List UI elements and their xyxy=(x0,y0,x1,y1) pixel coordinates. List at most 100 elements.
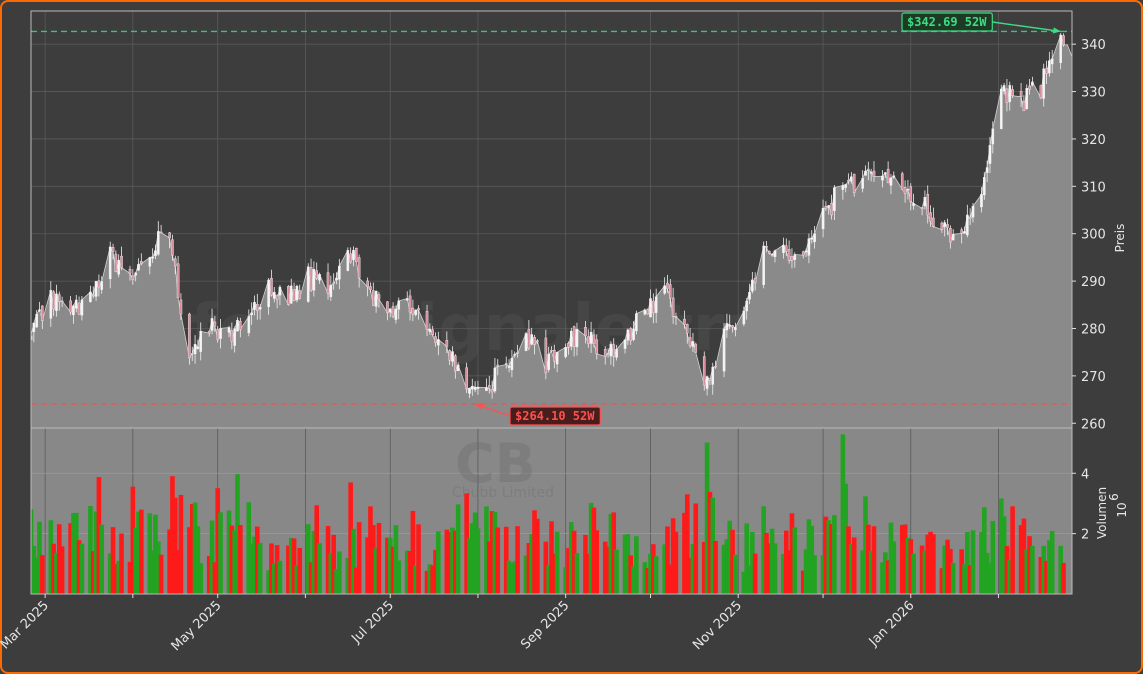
volume-bar xyxy=(684,494,690,594)
candle-body xyxy=(332,282,335,284)
volume-bar xyxy=(571,530,577,594)
volume-bar xyxy=(365,537,370,594)
candle-body xyxy=(940,222,944,230)
volume-bar xyxy=(158,554,164,594)
candle-body xyxy=(564,347,567,358)
volume-bar xyxy=(1018,525,1024,594)
candle-body xyxy=(787,249,791,261)
volume-bar xyxy=(356,522,362,594)
volume-bar xyxy=(410,510,416,594)
candle-body xyxy=(445,340,449,347)
volume-bar xyxy=(602,541,608,594)
candle-body xyxy=(213,321,217,327)
volume-bar xyxy=(631,566,636,594)
candle-body xyxy=(773,250,777,257)
candle-body xyxy=(1028,85,1031,90)
candle-body xyxy=(643,309,647,315)
price-tick-label: 330 xyxy=(1081,86,1106,101)
candle-body xyxy=(872,170,876,177)
candle-body xyxy=(688,337,692,346)
volume-bar xyxy=(209,520,215,594)
high-52w-arrow xyxy=(992,21,1061,33)
candle-body xyxy=(946,224,949,228)
volume-bar xyxy=(843,483,848,594)
volume-bar xyxy=(187,527,192,594)
candle-body xyxy=(912,203,915,206)
candle-body xyxy=(196,346,200,349)
candle-body xyxy=(287,286,290,305)
candle-body xyxy=(270,277,273,296)
volume-bar xyxy=(823,516,829,594)
candle-body xyxy=(374,290,378,307)
candle-body xyxy=(734,327,737,331)
volume-bar xyxy=(594,530,600,594)
volume-bar xyxy=(682,512,687,594)
volume-bar xyxy=(1001,516,1007,594)
volume-bar xyxy=(277,560,283,594)
candle-body xyxy=(889,177,893,186)
volume-bar xyxy=(48,520,54,594)
candle-body xyxy=(239,321,242,330)
volume-multiplier-exponent: 6 xyxy=(1107,493,1121,501)
candle-body xyxy=(411,307,415,315)
volume-bar xyxy=(147,513,153,594)
volume-bar xyxy=(733,554,738,594)
candle-body xyxy=(612,344,616,357)
candle-body xyxy=(227,327,231,333)
candle-body xyxy=(448,350,451,361)
volume-bar xyxy=(546,565,551,594)
candle-body xyxy=(663,285,666,294)
volume-bar xyxy=(492,511,498,594)
volume-bar xyxy=(970,530,976,594)
candle-body xyxy=(544,337,548,374)
volume-bar xyxy=(888,522,894,594)
volume-bar xyxy=(56,524,62,594)
candle-body xyxy=(592,334,596,344)
candle-body xyxy=(923,197,927,207)
candle-body xyxy=(685,323,689,334)
volume-bar xyxy=(1049,530,1055,594)
volume-bar xyxy=(899,524,905,594)
volume-bar xyxy=(130,486,136,594)
volume-bar xyxy=(489,511,495,594)
volume-bar xyxy=(416,524,421,594)
volume-bar xyxy=(297,547,303,594)
candle-body xyxy=(960,229,963,234)
volume-bar xyxy=(945,539,950,594)
candle-body xyxy=(1008,85,1012,103)
candle-body xyxy=(137,264,140,271)
volume-bar xyxy=(348,482,353,594)
volume-bar xyxy=(591,507,597,594)
candle-body xyxy=(903,186,907,194)
candle-body xyxy=(513,353,517,356)
volume-bar xyxy=(351,528,356,594)
volume-bar xyxy=(257,543,263,594)
candle-body xyxy=(329,284,333,298)
volume-bar xyxy=(172,497,178,594)
candle-body xyxy=(171,239,174,256)
candle-body xyxy=(827,205,831,208)
volume-bar xyxy=(116,560,121,594)
volume-bar xyxy=(741,571,747,594)
volume-bar xyxy=(167,529,172,594)
volume-bar xyxy=(902,524,908,594)
candle-body xyxy=(454,355,457,372)
x-tick-label: Mar 2025 xyxy=(0,598,52,652)
candle-body xyxy=(765,246,768,248)
candle-body xyxy=(456,364,460,371)
volume-bar xyxy=(447,532,452,594)
candle-body xyxy=(516,352,519,354)
volume-bar xyxy=(246,502,252,594)
candle-body xyxy=(609,343,613,357)
volume-bar xyxy=(962,564,967,594)
candle-body xyxy=(768,250,771,254)
candle-body xyxy=(233,328,236,346)
volume-bar xyxy=(642,562,648,594)
high-52w-arrowhead xyxy=(1052,27,1061,34)
volume-bar xyxy=(226,510,232,594)
candle-body xyxy=(91,294,95,297)
volume-bar xyxy=(744,523,749,594)
volume-bar xyxy=(803,549,809,594)
volume-bar xyxy=(730,529,735,594)
price-tick-label: 270 xyxy=(1081,370,1106,385)
